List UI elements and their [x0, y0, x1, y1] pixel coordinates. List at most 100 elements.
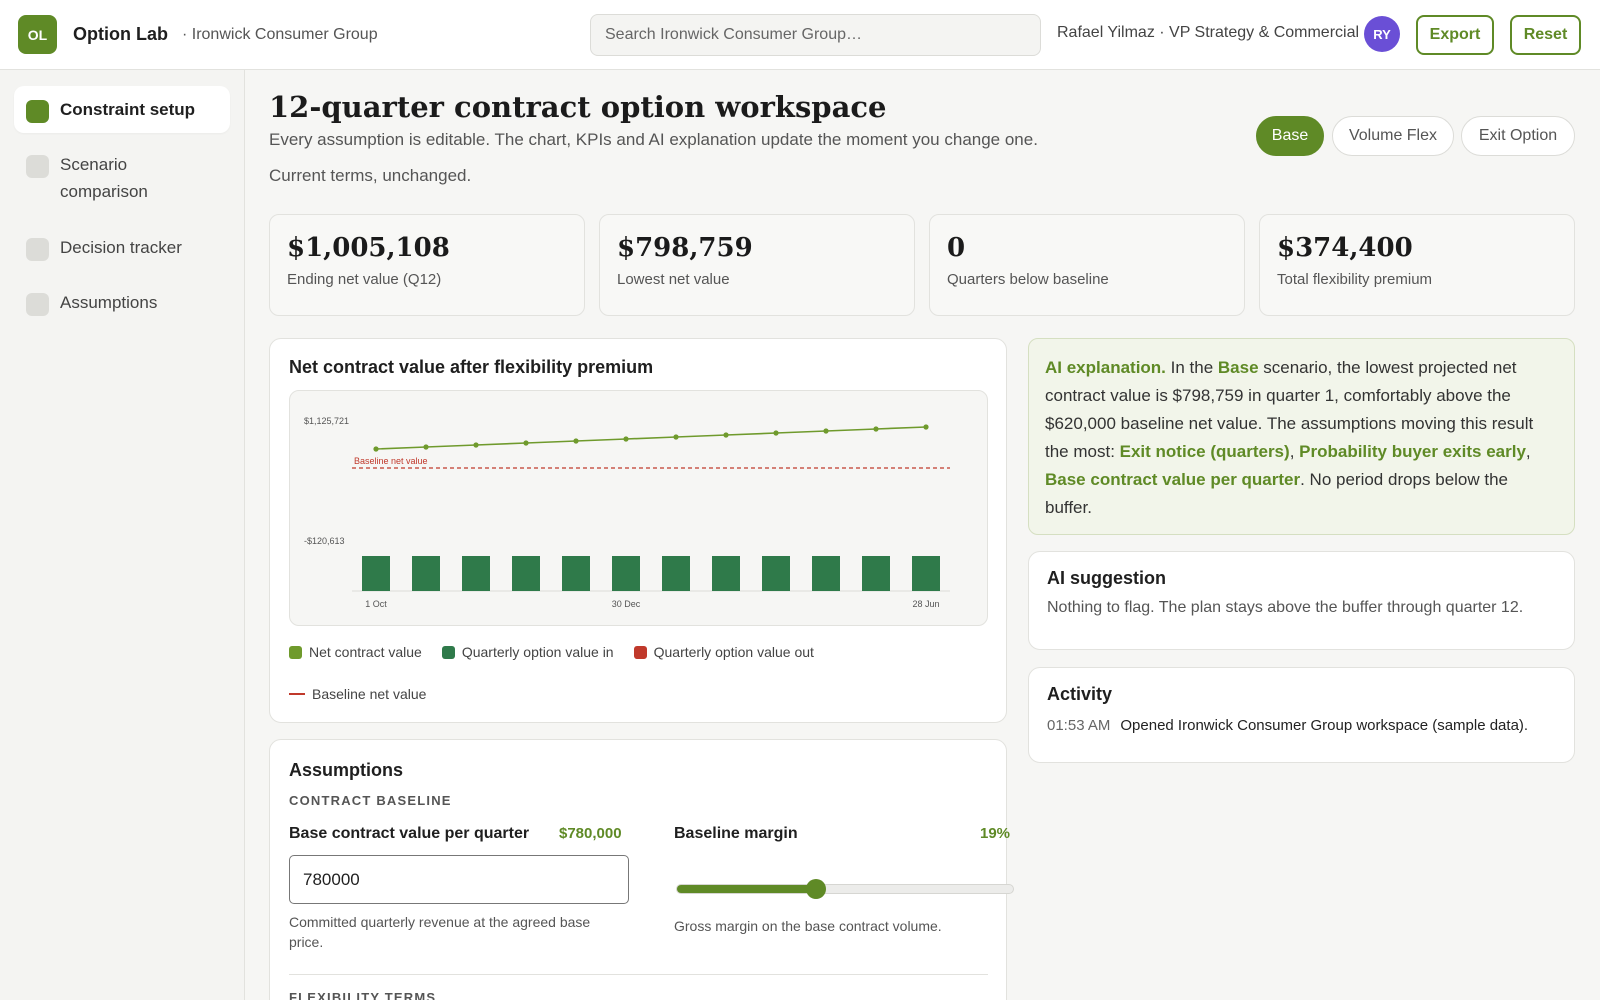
sidebar-item-assumptions[interactable]: Assumptions: [14, 279, 230, 326]
ai-driver[interactable]: Probability buyer exits early: [1299, 442, 1526, 461]
legend-swatch: [289, 645, 302, 659]
kpi-card-ending-net-value: $1,005,108 Ending net value (Q12): [269, 214, 585, 316]
activity-card: Activity 01:53 AM Opened Ironwick Consum…: [1028, 667, 1575, 763]
kpi-card-quarters-below-baseline: 0 Quarters below baseline: [929, 214, 1245, 316]
search-input[interactable]: Search Ironwick Consumer Group…: [590, 14, 1041, 56]
ai-suggestion-title: AI suggestion: [1047, 568, 1167, 588]
net-value-point: [373, 446, 379, 452]
activity-time: 01:53 AM: [1047, 717, 1111, 734]
activity-title: Activity: [1047, 684, 1113, 704]
assumptions-card: Assumptions CONTRACT BASELINE Base contr…: [269, 739, 1014, 1000]
bar-option-value-in: [912, 556, 940, 591]
legend-label: Quarterly option value out: [653, 644, 814, 660]
kpi-label: Total flexibility premium: [1277, 271, 1433, 288]
kpi-card-flexibility-premium: $374,400 Total flexibility premium: [1259, 214, 1575, 316]
legend-label: Baseline net value: [312, 686, 427, 702]
x-tick-label: 28 Jun: [912, 599, 939, 609]
legend-value-in: Quarterly option value in: [441, 644, 614, 660]
margin-display: 19%: [980, 825, 1011, 842]
net-value-point: [723, 432, 729, 438]
y-tick-label: -$120,613: [304, 536, 345, 546]
net-value-chart: $1,125,721 -$120,613 Baseline net value 1 O…: [304, 416, 950, 609]
ai-explanation-card: AI explanation. In the Base scenario, th…: [1028, 338, 1575, 535]
kpi-card-lowest-net-value: $798,759 Lowest net value: [599, 214, 915, 316]
workspace-name: · Ironwick Consumer Group: [181, 25, 378, 43]
user-label: Rafael Yilmaz · VP Strategy & Commercial: [1057, 24, 1360, 41]
net-value-point: [823, 428, 829, 434]
chart-legend: Net contract value Quarterly option valu…: [289, 641, 989, 725]
bar-option-value-in: [662, 556, 690, 591]
ai-text: scenario, the lowest projected net contr…: [1045, 358, 1534, 461]
ai-scenario-name: Base: [1217, 358, 1259, 377]
ai-text: In the: [1165, 358, 1218, 377]
margin-label: Baseline margin: [674, 825, 798, 842]
kpi-value: $1,005,108: [287, 233, 450, 263]
slider-thumb[interactable]: [805, 879, 826, 899]
net-value-line: [375, 426, 927, 450]
bar-option-value-in: [412, 556, 440, 591]
base-value-help: Committed quarterly revenue at the agree…: [289, 914, 591, 950]
activity-entry: 01:53 AM Opened Ironwick Consumer Group …: [1047, 717, 1556, 734]
net-value-point: [423, 444, 429, 450]
net-value-point: [473, 442, 479, 448]
net-value-point: [873, 426, 879, 432]
legend-line-swatch: [289, 693, 305, 695]
sidebar-item-label: Scenario comparison: [60, 155, 148, 202]
nav-square-icon: [26, 237, 49, 261]
nav-square-icon: [26, 292, 49, 316]
slider-fill: [677, 885, 816, 893]
scenario-tab-base[interactable]: Base: [1256, 116, 1324, 156]
sidebar-item-label: Assumptions: [60, 292, 158, 312]
ai-text: . No period drops below the buffer.: [1045, 470, 1509, 517]
bar-option-value-in: [512, 556, 540, 591]
sidebar-item-scenario-comparison[interactable]: Scenario comparison: [14, 141, 219, 215]
bar-option-value-in: [462, 556, 490, 591]
page-subtitle: Every assumption is editable. The chart,…: [269, 130, 1038, 149]
section-label-flexibility-terms: FLEXIBILITY TERMS: [289, 990, 437, 1000]
ai-text: ,: [1289, 442, 1300, 461]
bar-option-value-in: [762, 556, 790, 591]
base-value-display: $780,000: [559, 825, 622, 842]
sidebar-item-decision-tracker[interactable]: Decision tracker: [14, 224, 230, 271]
legend-net-value: Net contract value: [289, 644, 422, 660]
reset-button[interactable]: Reset: [1510, 15, 1581, 55]
legend-label: Quarterly option value in: [461, 644, 614, 660]
ai-explanation-lead: AI explanation.: [1045, 358, 1166, 377]
kpi-label: Ending net value (Q12): [287, 271, 442, 288]
top-bar: OL Option Lab · Ironwick Consumer Group …: [0, 0, 1600, 70]
chart-card: Net contract value after flexibility pre…: [269, 338, 1007, 723]
net-value-point: [573, 438, 579, 444]
app-logo: OL: [18, 15, 57, 54]
sidebar: Constraint setup Scenario comparison Dec…: [0, 70, 245, 1000]
ai-suggestion-body: Nothing to flag. The plan stays above th…: [1047, 599, 1524, 616]
x-tick-label: 1 Oct: [365, 599, 387, 609]
bar-option-value-in: [812, 556, 840, 591]
scenario-description: Current terms, unchanged.: [269, 166, 472, 185]
section-divider: [289, 974, 988, 975]
legend-label: Net contract value: [309, 644, 422, 660]
net-value-point: [623, 436, 629, 442]
ai-driver[interactable]: Base contract value per quarter: [1045, 470, 1301, 489]
nav-square-icon: [26, 155, 49, 179]
legend-swatch: [633, 645, 647, 659]
kpi-value: 0: [947, 233, 966, 263]
base-value-input[interactable]: [289, 855, 629, 904]
margin-slider[interactable]: [676, 879, 1014, 899]
chart-area: $1,125,721 -$120,613 Baseline net value 1 O…: [289, 390, 988, 626]
scenario-tab-volume-flex[interactable]: Volume Flex: [1332, 116, 1454, 156]
scenario-tab-exit-option[interactable]: Exit Option: [1461, 116, 1575, 156]
nav-square-icon: [26, 100, 49, 123]
ai-driver[interactable]: Exit notice (quarters): [1119, 442, 1290, 461]
assumptions-title: Assumptions: [289, 760, 404, 780]
activity-text: Opened Ironwick Consumer Group workspace…: [1120, 717, 1529, 734]
main-content: 12-quarter contract option workspace Eve…: [245, 70, 1600, 1000]
baseline-label: Baseline net value: [354, 456, 428, 466]
x-tick-label: 30 Dec: [612, 599, 641, 609]
sidebar-item-constraint-setup[interactable]: Constraint setup: [14, 86, 230, 134]
bar-option-value-in: [612, 556, 640, 591]
avatar[interactable]: RY: [1364, 16, 1400, 52]
export-button[interactable]: Export: [1416, 15, 1494, 55]
legend-value-out: Quarterly option value out: [633, 644, 814, 660]
kpi-label: Lowest net value: [617, 271, 730, 288]
net-value-point: [923, 424, 929, 430]
